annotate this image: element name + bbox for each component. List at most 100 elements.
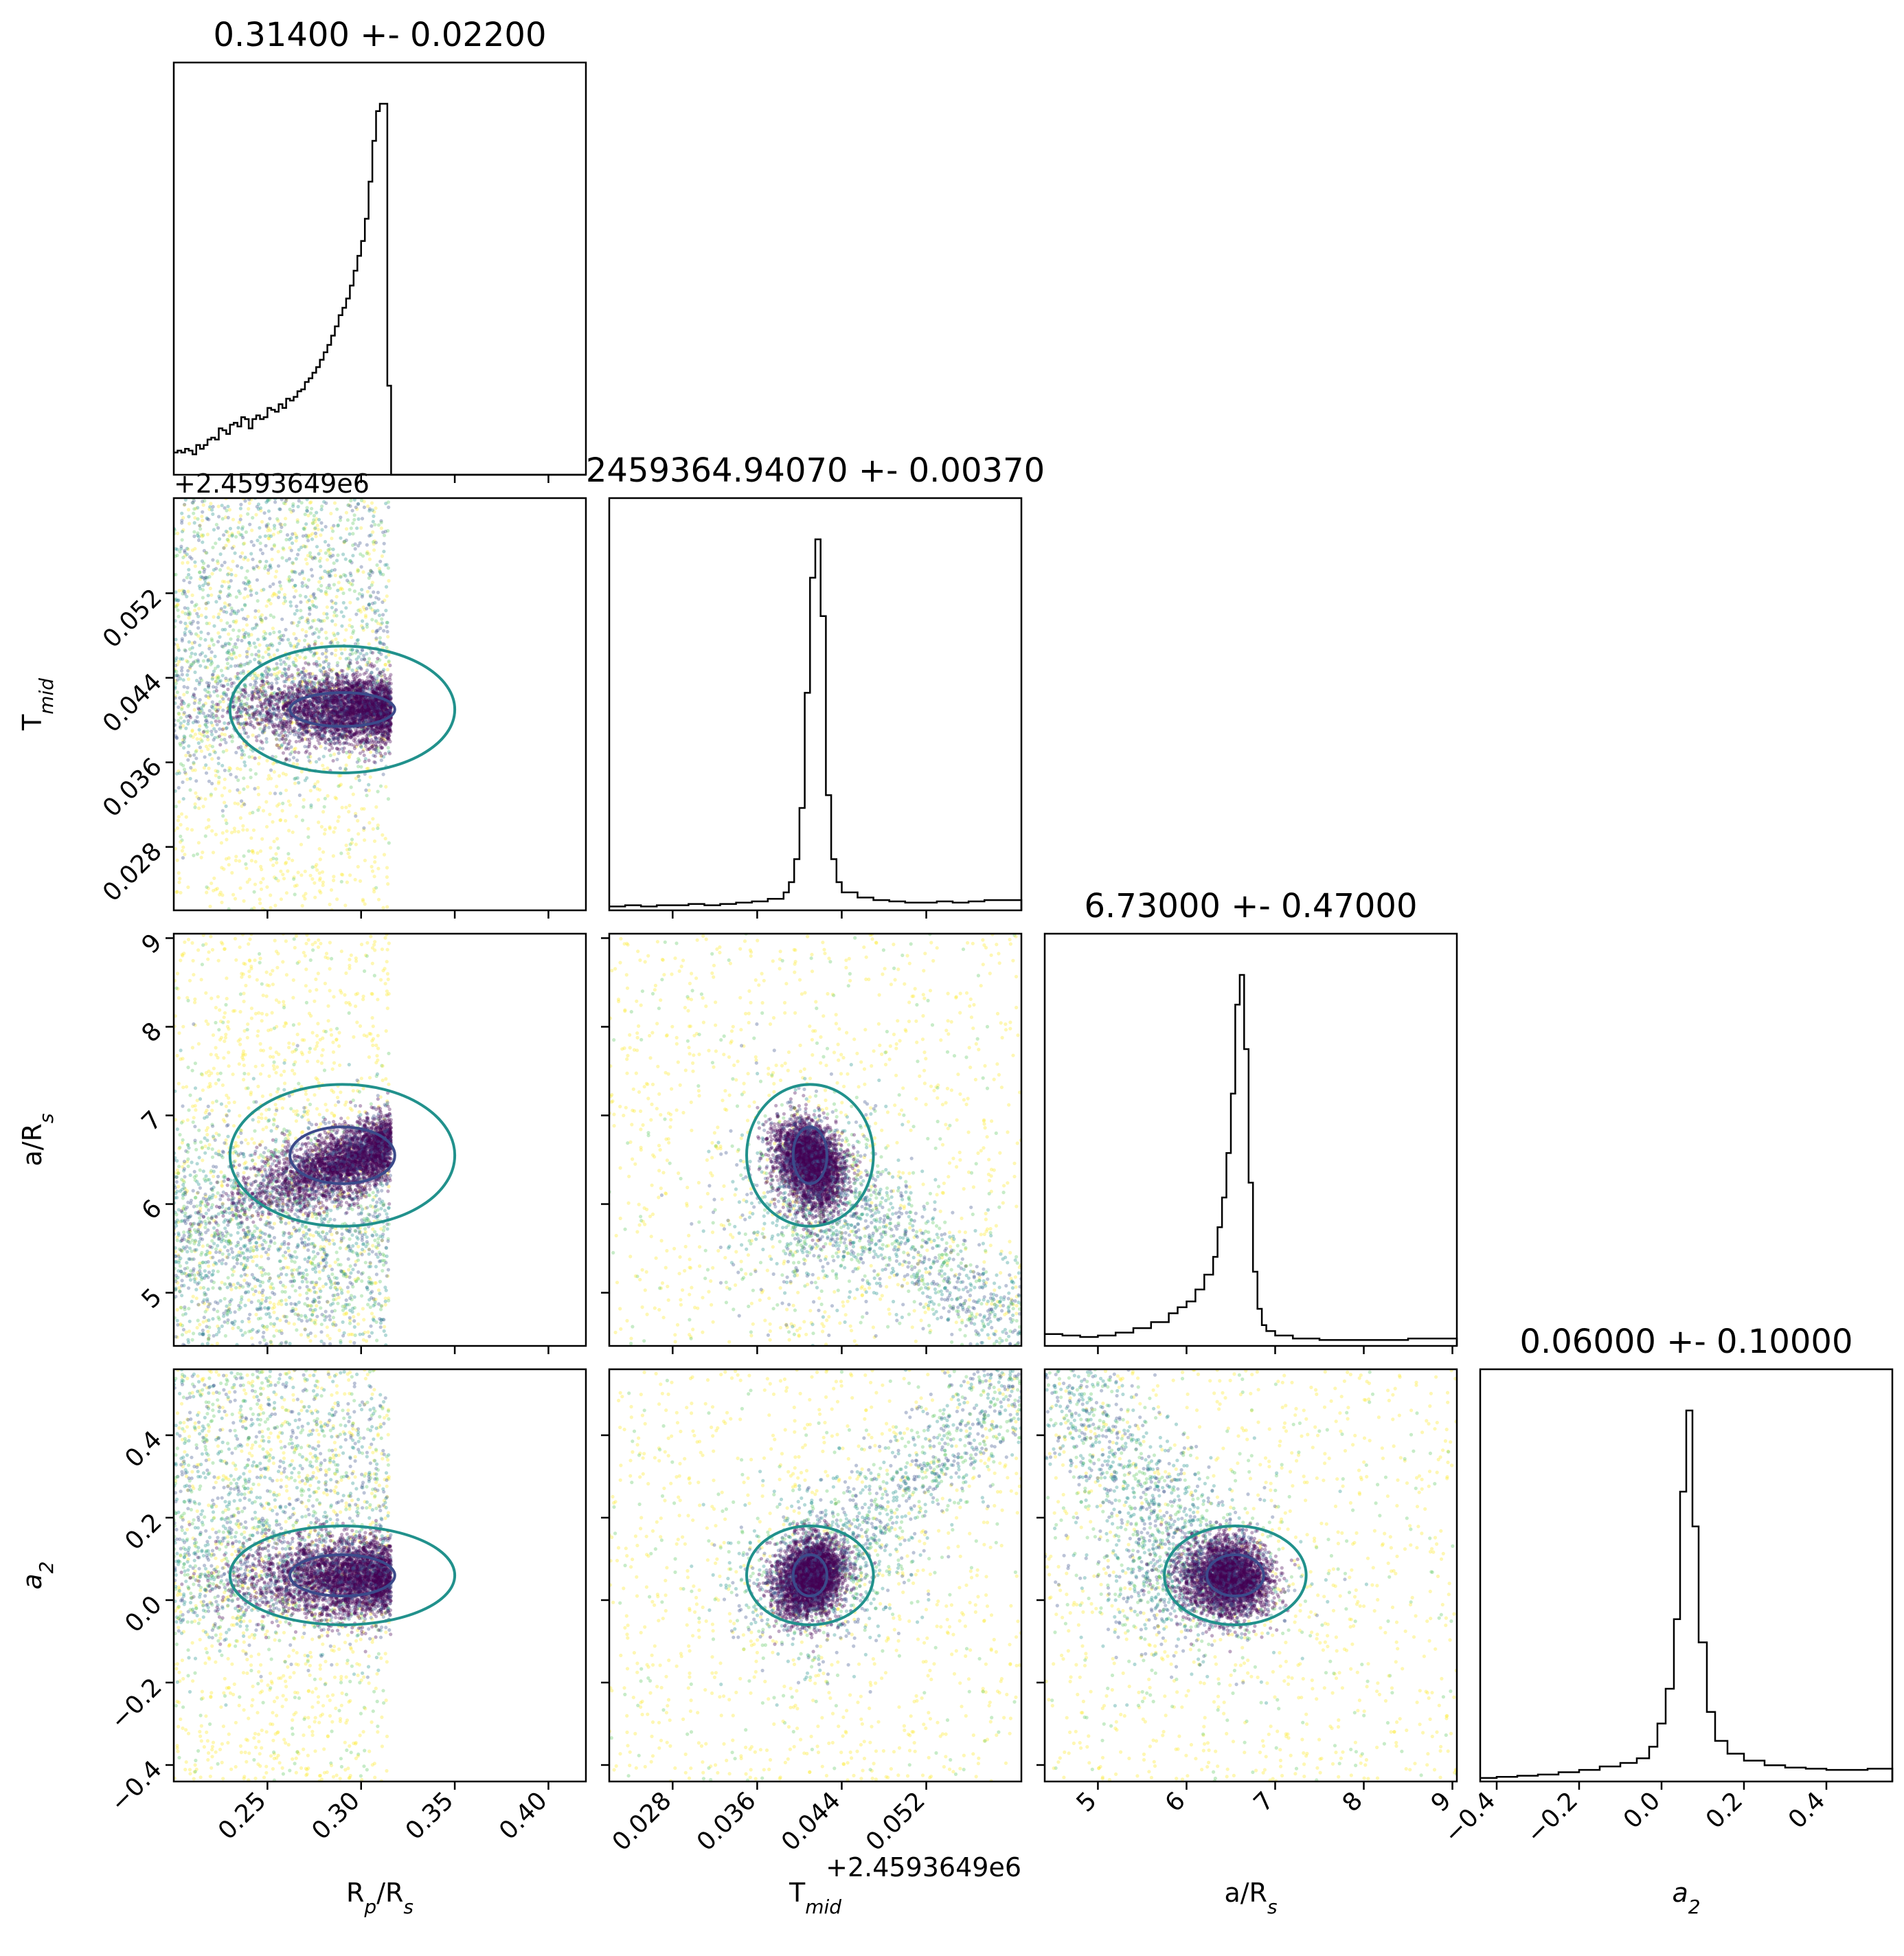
sample-point [386,691,390,695]
sample-point [317,517,321,522]
sample-point [265,672,269,676]
sample-point [192,762,196,766]
sample-point [376,826,380,831]
sample-point [238,653,242,657]
sample-point [230,870,234,875]
sample-point [369,568,373,573]
sample-point [272,875,277,879]
sample-point [378,784,383,788]
sample-point [369,710,373,714]
sample-point [199,577,203,581]
sample-point [191,501,195,505]
sample-point [261,655,265,660]
sample-point [269,673,273,677]
sample-point [315,868,319,872]
sample-point [293,583,297,587]
sample-point [207,621,212,626]
sample-point [288,600,293,604]
sample-point [360,648,364,652]
sample-point [229,606,234,610]
sample-point [385,625,389,629]
sample-point [308,690,312,695]
sample-point [324,636,328,640]
sample-point [201,503,205,507]
sample-point [245,704,249,708]
sample-point [251,851,256,855]
sample-point [264,523,269,528]
sample-point [282,877,286,881]
sample-point [236,530,240,535]
sample-point [179,544,183,548]
sample-point [317,552,321,556]
sample-point [348,587,352,592]
sample-point [339,668,343,673]
sample-point [353,877,357,881]
sample-point [211,512,215,517]
sample-point [379,754,383,758]
sample-point [205,720,209,724]
sample-point [212,624,216,628]
sample-point [367,557,372,561]
sample-point [287,579,291,583]
sample-point [204,550,208,555]
sample-point [272,544,276,548]
sample-point [295,604,299,609]
sample-point [339,734,343,739]
sample-point [370,869,375,873]
sample-point [298,616,302,620]
sample-point [302,678,307,683]
sample-point [197,701,201,705]
sample-point [281,546,285,550]
sample-point [321,684,325,688]
sample-point [302,712,306,716]
sample-point [298,723,302,727]
sample-point [258,559,262,563]
sample-point [177,711,181,715]
sample-point [330,651,334,655]
sample-point [260,837,264,841]
sample-point [324,704,328,709]
sample-point [181,592,185,596]
sample-point [271,532,275,537]
sample-point [267,682,271,686]
sample-point [284,517,288,521]
sample-point [210,723,215,728]
sample-point [316,798,321,802]
sample-point [344,527,349,531]
sample-point [317,788,322,792]
sample-point [175,690,179,695]
sample-point [325,612,329,616]
sample-point [330,599,334,603]
sample-point [338,587,343,592]
sample-point [279,529,283,534]
sample-point [346,503,350,507]
sample-point [288,715,293,719]
sample-point [268,710,272,714]
sample-point [221,708,225,712]
sample-point [332,567,337,572]
sample-point [193,768,197,772]
sample-point [356,609,361,613]
sample-point [384,785,388,789]
sample-point [231,544,236,549]
sample-point [272,769,276,774]
sample-point [277,743,281,747]
sample-point [263,726,267,730]
sample-point [292,682,297,686]
sample-point [223,515,227,519]
sample-point [276,846,280,850]
sample-point [218,589,223,594]
sample-point [290,578,294,582]
sample-point [258,526,262,530]
sample-point [199,533,203,537]
sample-point [285,701,289,705]
sample-point [191,721,195,725]
sample-point [179,716,183,720]
sample-point [205,516,209,520]
sample-point [196,533,200,537]
sample-point [367,821,372,825]
sample-point [310,877,315,881]
sample-point [275,666,279,671]
sample-point [328,586,332,590]
sample-point [177,614,181,618]
